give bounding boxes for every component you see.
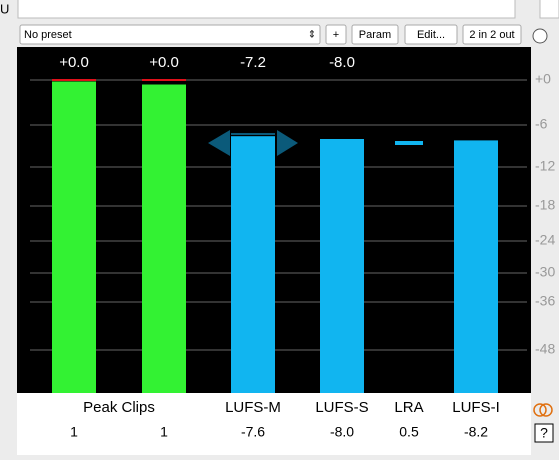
peak-hold [142, 79, 186, 81]
scale-label: -6 [535, 116, 548, 132]
bars [52, 79, 498, 393]
meter-bar [320, 139, 364, 393]
group-label: Peak Clips [83, 399, 155, 416]
toolbar-button[interactable] [351, 24, 399, 45]
meter-value: 1 [70, 424, 78, 440]
readout: +0.0 [149, 54, 179, 71]
scale-label: -48 [535, 341, 555, 357]
meter-value: 1 [160, 424, 168, 440]
meter-value: -8.2 [464, 424, 488, 440]
labels: 1 1 LUFS-M -7.6 LUFS-S -8.0 LRA 0.5 LUFS-I -8.2 +0… [59, 54, 500, 440]
toolbar-button[interactable] [404, 24, 458, 45]
button-label: + [333, 29, 339, 41]
icon-ring[interactable] [539, 403, 553, 417]
grid: +0 -6 -12 -18 -24 -30 -36 -48 [30, 71, 555, 357]
knob[interactable] [532, 28, 548, 44]
readout: -8.0 [329, 54, 355, 71]
scale-label: -18 [535, 197, 555, 213]
range-arrow-right [277, 130, 298, 156]
scale-label: +0 [535, 71, 551, 87]
meter-name: LUFS-S [315, 399, 368, 416]
scale-label: -30 [535, 264, 555, 280]
meter-bar [454, 140, 498, 393]
buttons: + Param Edit... 2 in 2 out [325, 24, 522, 45]
meter-bar [231, 136, 275, 393]
icon-ring[interactable] [533, 403, 547, 417]
readout: -7.2 [240, 54, 266, 71]
select-arrows: ⇕ [308, 30, 316, 41]
toolbar-button[interactable] [462, 24, 522, 45]
help-button[interactable] [534, 423, 554, 443]
range-line [231, 133, 275, 135]
meter-name: LRA [394, 399, 423, 416]
meter-bar [52, 81, 96, 393]
meter-name: LUFS-M [225, 399, 281, 416]
scale-label: -12 [535, 158, 555, 174]
left-label: U [0, 1, 9, 16]
peak-hold [52, 79, 96, 81]
preset-select[interactable] [19, 24, 321, 45]
meter-value: -7.6 [241, 424, 265, 440]
range-arrow-left [208, 130, 230, 156]
toolbar-button[interactable] [325, 24, 347, 45]
side-field[interactable] [539, 0, 559, 19]
meter-bar [142, 84, 186, 393]
help-text: ? [540, 425, 548, 441]
button-label: Param [359, 29, 391, 41]
button-label: 2 in 2 out [469, 29, 514, 41]
label-panel [17, 393, 531, 455]
meter-value: 0.5 [399, 424, 419, 440]
meter-value: -8.0 [330, 424, 354, 440]
scale-label: -24 [535, 232, 555, 248]
button-label: Edit... [417, 29, 445, 41]
text-field[interactable] [17, 0, 516, 19]
scale-label: -36 [535, 293, 555, 309]
preset-text: No preset [24, 29, 72, 41]
meter-name: LUFS-I [452, 399, 500, 416]
lra-indicator [395, 141, 423, 145]
readout: +0.0 [59, 54, 89, 71]
